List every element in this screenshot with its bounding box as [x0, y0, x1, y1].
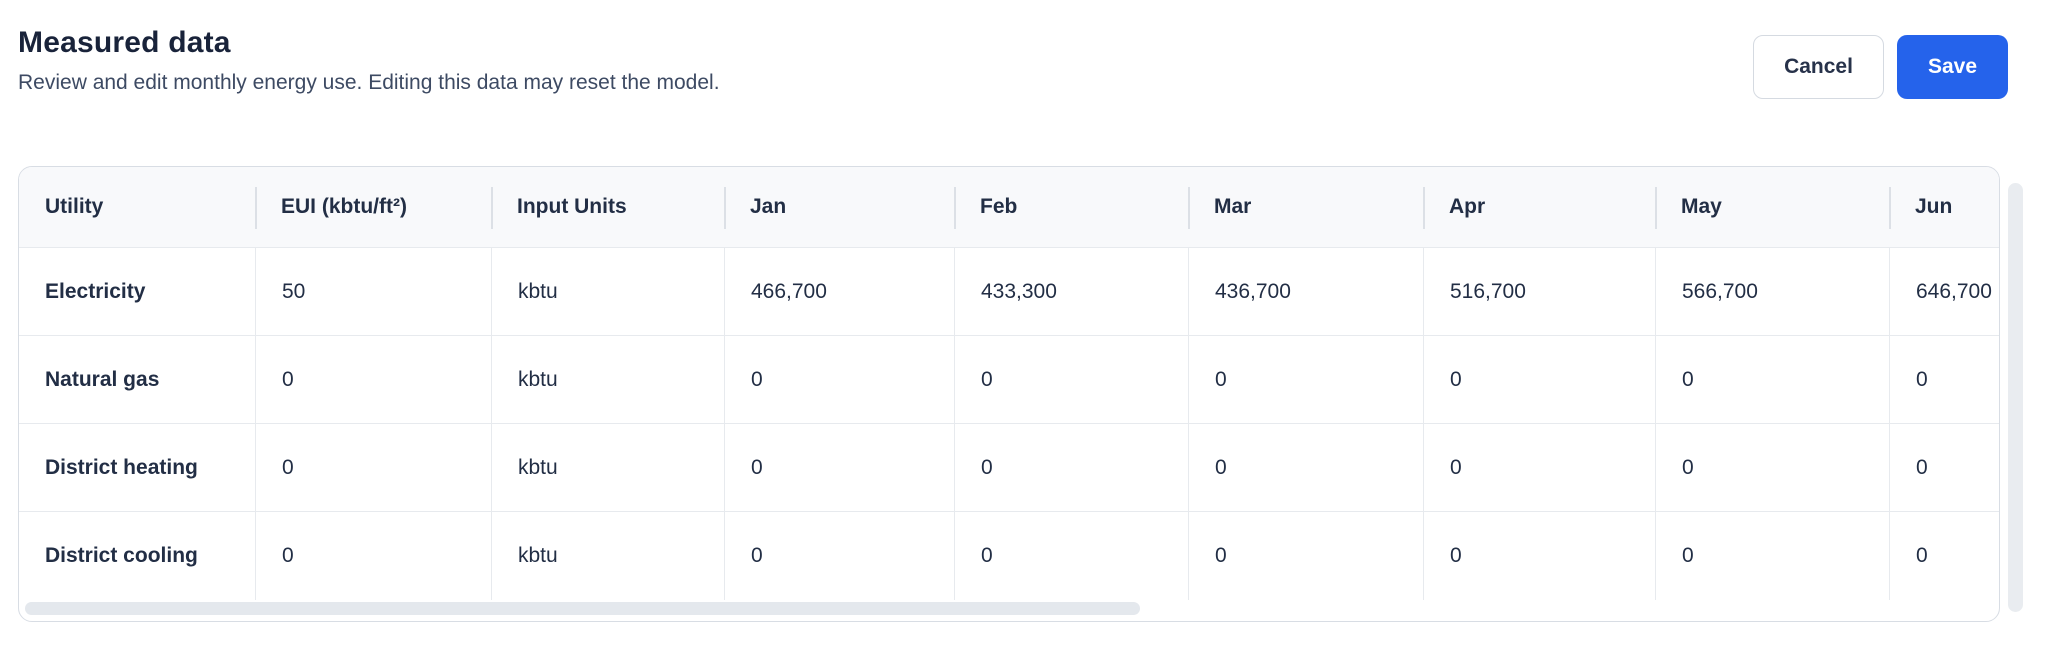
- cell-jan[interactable]: 466,700: [724, 248, 954, 336]
- title-block: Measured data Review and edit monthly en…: [18, 26, 720, 95]
- cell-apr[interactable]: 0: [1423, 336, 1655, 424]
- column-header-jan: Jan: [724, 167, 954, 248]
- cell-jun[interactable]: 0: [1889, 512, 1999, 600]
- cell-feb[interactable]: 433,300: [954, 248, 1188, 336]
- cell-may[interactable]: 0: [1655, 336, 1889, 424]
- cell-utility: Electricity: [19, 248, 255, 336]
- cell-feb[interactable]: 0: [954, 336, 1188, 424]
- page-title: Measured data: [18, 26, 231, 59]
- cancel-button[interactable]: Cancel: [1753, 35, 1884, 99]
- column-header-jun: Jun: [1889, 167, 1999, 248]
- column-header-eui: EUI (kbtu/ft²): [255, 167, 491, 248]
- column-header-may: May: [1655, 167, 1889, 248]
- table-scroll-viewport[interactable]: Utility EUI (kbtu/ft²) Input Units Jan F…: [19, 167, 1999, 621]
- cell-utility: Natural gas: [19, 336, 255, 424]
- cell-may[interactable]: 0: [1655, 424, 1889, 512]
- action-buttons: Cancel Save: [1753, 35, 2008, 99]
- cell-jun[interactable]: 0: [1889, 424, 1999, 512]
- header-bar: Measured data Review and edit monthly en…: [18, 26, 2008, 99]
- cell-apr[interactable]: 0: [1423, 512, 1655, 600]
- cell-mar[interactable]: 436,700: [1188, 248, 1423, 336]
- table-row-district-heating: District heating 0 kbtu 0 0 0 0 0 0: [19, 424, 1999, 512]
- cell-eui[interactable]: 0: [255, 336, 491, 424]
- cell-eui[interactable]: 0: [255, 424, 491, 512]
- cell-apr[interactable]: 516,700: [1423, 248, 1655, 336]
- cell-jan[interactable]: 0: [724, 424, 954, 512]
- cell-input-units[interactable]: kbtu: [491, 512, 724, 600]
- cell-apr[interactable]: 0: [1423, 424, 1655, 512]
- table-row-natural-gas: Natural gas 0 kbtu 0 0 0 0 0 0: [19, 336, 1999, 424]
- cell-eui[interactable]: 0: [255, 512, 491, 600]
- cell-mar[interactable]: 0: [1188, 424, 1423, 512]
- column-header-apr: Apr: [1423, 167, 1655, 248]
- vertical-scrollbar-thumb[interactable]: [2008, 183, 2023, 612]
- measured-data-table-card: Utility EUI (kbtu/ft²) Input Units Jan F…: [18, 166, 2000, 622]
- table-row-district-cooling: District cooling 0 kbtu 0 0 0 0 0 0: [19, 512, 1999, 600]
- save-button[interactable]: Save: [1896, 35, 2008, 99]
- cell-jun[interactable]: 646,700: [1889, 248, 1999, 336]
- cell-jan[interactable]: 0: [724, 336, 954, 424]
- cell-utility: District heating: [19, 424, 255, 512]
- cell-input-units[interactable]: kbtu: [491, 248, 724, 336]
- cell-may[interactable]: 566,700: [1655, 248, 1889, 336]
- cell-may[interactable]: 0: [1655, 512, 1889, 600]
- cell-jun[interactable]: 0: [1889, 336, 1999, 424]
- cell-mar[interactable]: 0: [1188, 512, 1423, 600]
- page-subtitle: Review and edit monthly energy use. Edit…: [18, 71, 720, 94]
- column-header-feb: Feb: [954, 167, 1188, 248]
- cell-utility: District cooling: [19, 512, 255, 600]
- measured-data-table: Utility EUI (kbtu/ft²) Input Units Jan F…: [19, 167, 1999, 600]
- column-header-mar: Mar: [1188, 167, 1423, 248]
- horizontal-scrollbar-thumb[interactable]: [25, 602, 1140, 615]
- table-header-row: Utility EUI (kbtu/ft²) Input Units Jan F…: [19, 167, 1999, 248]
- table-row-electricity: Electricity 50 kbtu 466,700 433,300 436,…: [19, 248, 1999, 336]
- cell-jan[interactable]: 0: [724, 512, 954, 600]
- cell-feb[interactable]: 0: [954, 424, 1188, 512]
- cell-input-units[interactable]: kbtu: [491, 424, 724, 512]
- cell-input-units[interactable]: kbtu: [491, 336, 724, 424]
- column-header-utility: Utility: [19, 167, 255, 248]
- cell-feb[interactable]: 0: [954, 512, 1188, 600]
- cell-mar[interactable]: 0: [1188, 336, 1423, 424]
- cell-eui[interactable]: 50: [255, 248, 491, 336]
- column-header-input-units: Input Units: [491, 167, 724, 248]
